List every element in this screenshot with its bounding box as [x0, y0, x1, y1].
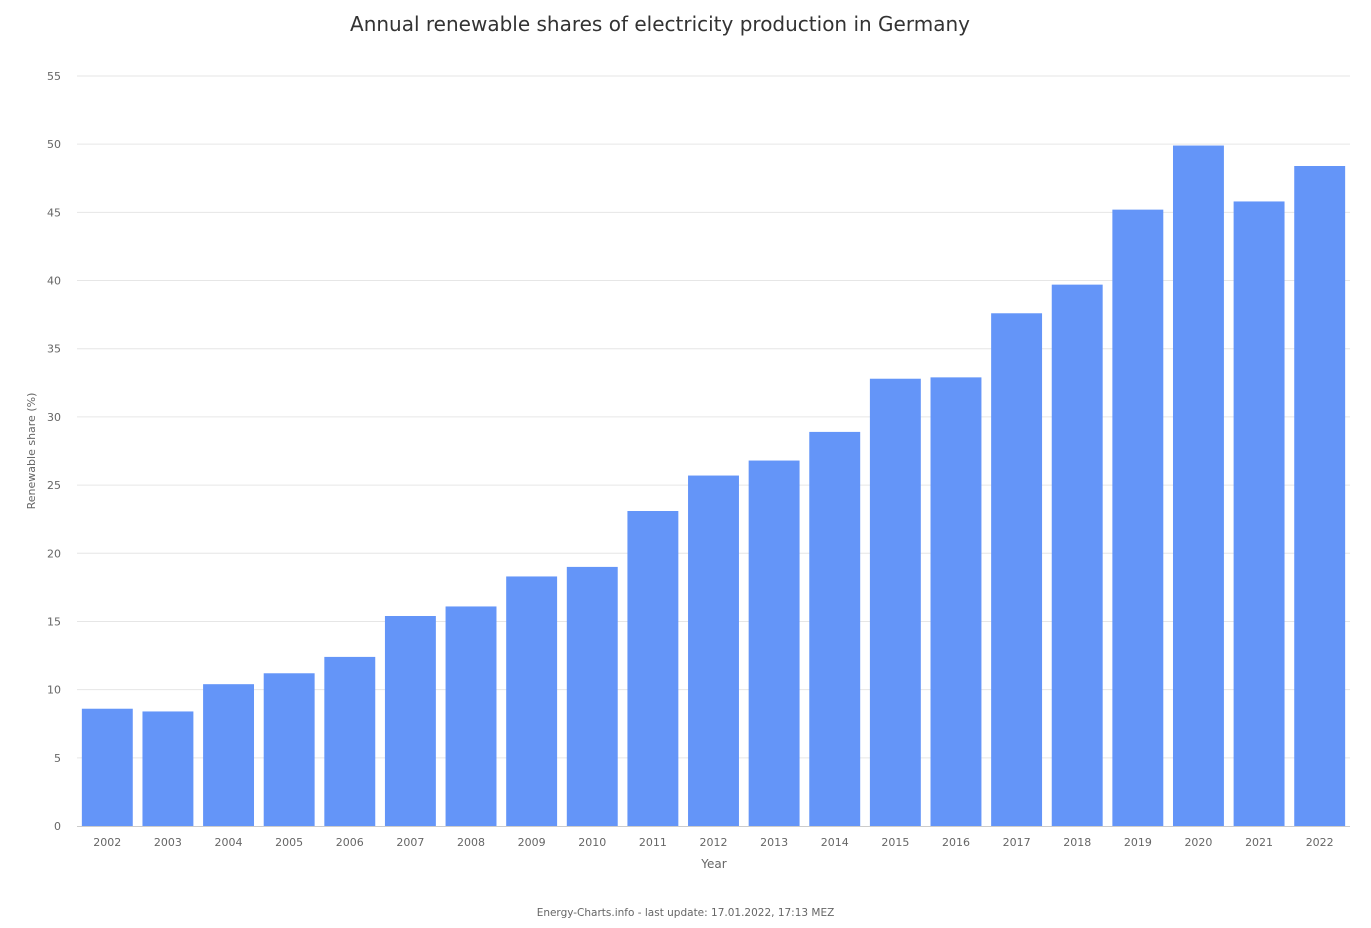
x-tick-label: 2009 [518, 836, 546, 849]
bar-2022[interactable] [1294, 166, 1346, 826]
y-tick-label: 15 [47, 615, 61, 628]
bar-2012[interactable] [688, 475, 739, 826]
y-tick-label: 10 [47, 684, 61, 697]
x-tick-label: 2003 [154, 836, 182, 849]
bar-2005[interactable] [263, 673, 315, 826]
x-tick-label: 2015 [881, 836, 909, 849]
x-tick-label: 2018 [1063, 836, 1091, 849]
y-tick-label: 0 [54, 820, 61, 833]
bar-2003[interactable] [142, 711, 194, 826]
x-tick-label: 2006 [336, 836, 364, 849]
x-tick-label: 2013 [760, 836, 788, 849]
bar-2004[interactable] [203, 684, 255, 826]
x-tick-label: 2014 [821, 836, 849, 849]
x-tick-label: 2004 [215, 836, 243, 849]
x-axis-label: Year [700, 857, 726, 871]
x-tick-label: 2005 [275, 836, 303, 849]
bar-2011[interactable] [627, 511, 679, 826]
y-tick-label: 5 [54, 752, 61, 765]
bar-2013[interactable] [748, 460, 800, 826]
footer-credit: Energy-Charts.info - last update: 17.01.… [536, 907, 835, 919]
bars [81, 145, 1346, 827]
bar-2010[interactable] [566, 566, 618, 826]
y-tick-label: 50 [47, 138, 61, 151]
x-tick-label: 2007 [396, 836, 424, 849]
axes: 0 5 10 15 20 25 30 35 40 45 50 55 2002 2003 2004 2005 20… [47, 70, 1350, 849]
bar-2008[interactable] [445, 606, 497, 826]
x-tick-label: 2017 [1003, 836, 1031, 849]
x-tick-label: 2016 [942, 836, 970, 849]
y-tick-label: 25 [47, 479, 61, 492]
bar-2020[interactable] [1172, 145, 1224, 826]
bar-2009[interactable] [506, 576, 558, 826]
bar-2018[interactable] [1051, 284, 1103, 826]
x-tick-label: 2020 [1184, 836, 1212, 849]
bar-2007[interactable] [384, 616, 436, 826]
x-tick-label: 2010 [578, 836, 606, 849]
bar-2019[interactable] [1112, 209, 1164, 827]
y-tick-label: 55 [47, 70, 61, 83]
y-tick-label: 30 [47, 411, 61, 424]
x-tick-label: 2022 [1306, 836, 1334, 849]
bar-2002[interactable] [81, 708, 133, 826]
x-tick-label: 2012 [700, 836, 728, 849]
y-tick-label: 40 [47, 275, 61, 288]
bar-2017[interactable] [991, 313, 1043, 827]
y-tick-label: 45 [47, 206, 61, 219]
y-axis-label: Renewable share (%) [25, 393, 38, 510]
x-tick-label: 2011 [639, 836, 667, 849]
bar-2006[interactable] [324, 656, 376, 826]
bar-2021[interactable] [1233, 201, 1285, 827]
chart-title: Annual renewable shares of electricity p… [350, 12, 970, 36]
bar-2015[interactable] [869, 378, 921, 826]
bar-2016[interactable] [930, 377, 982, 826]
bar-2014[interactable] [809, 431, 861, 826]
y-tick-label: 20 [47, 547, 61, 560]
x-tick-label: 2008 [457, 836, 485, 849]
x-tick-label: 2021 [1245, 836, 1273, 849]
x-tick-label: 2019 [1124, 836, 1152, 849]
x-tick-label: 2002 [93, 836, 121, 849]
y-tick-label: 35 [47, 343, 61, 356]
